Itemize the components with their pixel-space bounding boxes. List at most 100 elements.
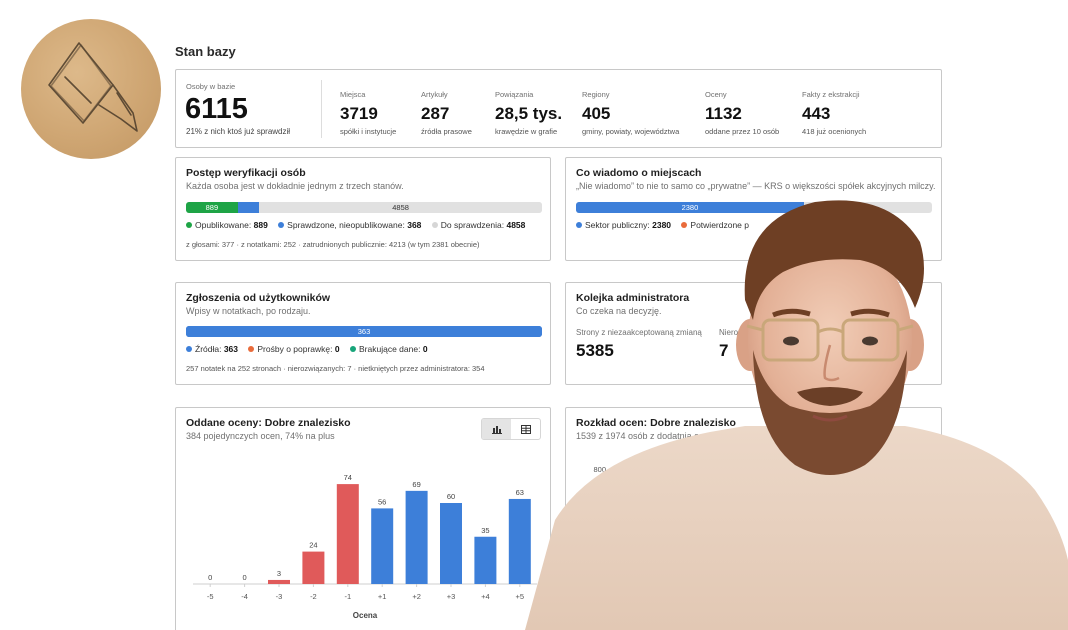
table-view-button[interactable] [511, 419, 540, 439]
legend-item: Źródła: 363 [186, 344, 238, 354]
legend-value: 889 [253, 220, 268, 230]
stat-label: Miejsca [340, 90, 366, 99]
stat-label: Oceny [705, 90, 727, 99]
stat-sub: spółki i instytucje [340, 127, 397, 136]
stat-main-label: Osoby w bazie [186, 82, 236, 91]
bar-+1 [371, 508, 394, 584]
bar-+2 [405, 490, 428, 584]
bar-+4 [474, 536, 497, 584]
data-label: 0 [208, 573, 212, 582]
stat-value: 3719 [340, 104, 378, 123]
card-title: Kolejka administratora [576, 292, 690, 304]
card-title: Postęp weryfikacji osób [186, 167, 306, 179]
queue-label: Strony z niezaakceptowaną zmianą [576, 328, 702, 337]
x-tick-label: -5 [207, 592, 214, 601]
legend-dot [681, 222, 688, 228]
ratings-chart-card: Oddane oceny: Dobre znalezisko 384 pojed… [175, 407, 551, 630]
legend-item: Sektor publiczny: 2380 [576, 220, 671, 230]
card-title: Zgłoszenia od użytkowników [186, 292, 331, 304]
stat-label: Powiązania [495, 90, 534, 99]
bar-chart-view-button[interactable] [482, 419, 511, 439]
stat-main-note: 21% z nich ktoś już sprawdził [186, 127, 291, 136]
legend-dot [186, 222, 192, 228]
bar-chart-icon [491, 425, 502, 434]
logo-pencil-drawing [48, 42, 138, 132]
reports-legend: Źródła: 363 Prośby o poprawkę: 0 Brakują… [186, 344, 436, 354]
card-title: Co wiadomo o miejscach [576, 167, 702, 179]
stat-label: Artykuły [421, 90, 448, 99]
stat-facts: Fakty z ekstrakcji 443 418 już ocenionyc… [802, 90, 866, 136]
legend-value: 368 [407, 220, 422, 230]
card-subtitle: Wpisy w notatkach, po rodzaju. [186, 306, 311, 316]
x-tick-label: -3 [276, 592, 283, 601]
x-tick-label: +4 [481, 592, 490, 601]
card-subtitle: „Nie wiadomo” to nie to samo co „prywatn… [576, 181, 936, 191]
data-label: 60 [447, 492, 455, 501]
x-tick-label: +1 [378, 592, 387, 601]
legend-value: 0 [422, 344, 428, 354]
legend-dot [576, 222, 582, 228]
view-toggle [481, 418, 541, 440]
bar--1 [336, 484, 359, 584]
ratings-bar-chart: 0 -5 0 -4 3 -3 24 -2 74 -1 56 +1 69 +2 60 +3 35 +4 63 +5 Oce… [193, 473, 537, 620]
stat-value: 405 [582, 104, 611, 123]
stat-sub: 418 już ocenionych [802, 127, 867, 136]
bar-segment-sources: 363 [186, 326, 542, 337]
verification-card: Postęp weryfikacji osób Każda osoba jest… [175, 157, 551, 261]
stat-ratings: Oceny 1132 oddane przez 10 osób [705, 90, 779, 136]
x-tick-label: +5 [516, 592, 525, 601]
stat-sub: gminy, powiaty, województwa [582, 127, 680, 136]
bar-segment-public: 2380 [576, 202, 804, 213]
reports-card: Zgłoszenia od użytkowników Wpisy w notat… [175, 282, 551, 385]
x-tick-label: +2 [412, 592, 421, 601]
legend-label: Prośby o poprawkę [257, 344, 331, 354]
x-tick-label: -4 [241, 592, 248, 601]
card-title: Oddane oceny: Dobre znalezisko [186, 417, 351, 429]
x-tick-label: +3 [447, 592, 456, 601]
places-legend: Sektor publiczny: 2380 Potwierdzone p [576, 220, 757, 230]
verification-progress-bar: 889 4858 [186, 202, 542, 213]
logo [21, 19, 161, 159]
stat-regions: Regiony 405 gminy, powiaty, województwa [582, 90, 679, 136]
stat-connections: Powiązania 28,5 tys. krawędzie w grafie [495, 90, 562, 136]
queue-value[interactable]: 7 [719, 341, 729, 360]
stats-card: Osoby w bazie 6115 21% z nich ktoś już s… [175, 69, 942, 148]
stat-value: 28,5 tys. [495, 104, 563, 123]
legend-item: Brakujące dane: 0 [350, 344, 428, 354]
legend-label: Opublikowane [195, 220, 249, 230]
queue-value[interactable]: 5385 [576, 341, 614, 360]
legend-label: Brakujące dane [359, 344, 419, 354]
bar--2 [302, 551, 325, 584]
stat-sub: krawędzie w grafie [495, 127, 558, 136]
stat-value: 287 [421, 104, 450, 123]
data-label: 56 [378, 497, 386, 506]
legend-dot [278, 222, 285, 228]
stat-label: Regiony [582, 90, 610, 99]
legend-dot [431, 222, 438, 228]
card-subtitle: 1539 z 1974 osób z dodatnią oceną wcią [576, 431, 740, 441]
bar-segment-checked [237, 202, 260, 213]
data-label: 63 [516, 488, 524, 497]
places-progress-bar: 2380 [576, 202, 932, 213]
legend-value: 2380 [652, 220, 672, 230]
data-label: 35 [481, 526, 489, 535]
legend-dot [186, 346, 192, 352]
legend-value: 4858 [506, 220, 526, 230]
card-subtitle: 384 pojedynczych ocen, 74% na plus [186, 431, 335, 441]
legend-item: Opublikowane: 889 [186, 220, 268, 230]
presenter-video-overlay [525, 200, 1068, 630]
legend-label: Sprawdzone, nieopublikowane [287, 220, 403, 230]
bar-segment-to-check: 4858 [259, 202, 542, 213]
legend-dot [248, 346, 255, 352]
legend-item: Potwierdzone p [681, 220, 749, 230]
bar-segment-published: 889 [186, 202, 238, 213]
card-subtitle: Każda osoba jest w dokładnie jednym z tr… [186, 181, 404, 191]
table-icon [520, 424, 531, 434]
data-label: 0 [243, 573, 247, 582]
verification-footnote: z głosami: 377 · z notatkami: 252 · zatr… [186, 240, 480, 249]
x-tick-label: -1 [344, 592, 351, 601]
stat-articles: Artykuły 287 źródła prasowe [421, 90, 472, 136]
legend-label: Potwierdzone p [690, 220, 749, 230]
legend-item: Prośby o poprawkę: 0 [248, 344, 340, 354]
bar-+5 [508, 498, 531, 584]
